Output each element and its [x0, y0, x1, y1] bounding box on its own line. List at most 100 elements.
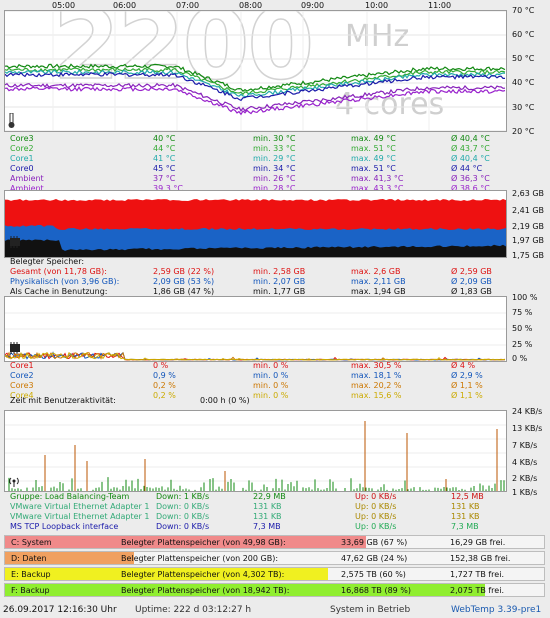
legend-min: min. 34 °C	[253, 164, 296, 173]
legend-name: Ambient	[10, 184, 44, 193]
legend-min: min. 2,58 GB	[253, 267, 306, 276]
legend-row: Core3 40 °C min. 30 °C max. 49 °C Ø 40,4 °C	[10, 134, 500, 144]
legend-max: max. 2,6 GB	[351, 267, 401, 276]
network-up-total: 7,3 MB	[451, 522, 479, 531]
disk-used: 16,868 TB (89 %)	[341, 586, 412, 595]
axis-tick-label: 1 KB/s	[512, 488, 538, 497]
legend-row: Core1 0 % min. 0 % max. 30,5 % Ø 4 %	[10, 361, 500, 371]
legend-max: max. 1,94 GB	[351, 287, 406, 296]
network-row: MS TCP Loopback interface Down: 0 KB/s 7,3…	[10, 522, 500, 532]
disk-name: D: Daten	[11, 554, 47, 563]
legend-name: Ambient	[10, 174, 44, 183]
network-adapter-name: VMware Virtual Ethernet Adapter 1	[10, 502, 150, 511]
temperature-series	[5, 82, 506, 113]
legend-avg: Ø 36,3 °C	[451, 174, 490, 183]
axis-tick-label: 100 %	[512, 293, 538, 302]
legend-min: min. 33 °C	[253, 144, 296, 153]
legend-avg: Ø 1,1 %	[451, 391, 483, 400]
memory-plot	[4, 190, 507, 258]
network-down: Down: 0 KB/s	[156, 512, 210, 521]
disk-usage-fill	[5, 536, 367, 548]
axis-tick-label: 60 °C	[512, 30, 535, 39]
network-down-total: 131 KB	[253, 512, 282, 521]
legend-cur: 2,09 GB (53 %)	[153, 277, 215, 286]
app-version-link[interactable]: WebTemp 3.39-pre1	[451, 605, 542, 615]
axis-tick-label: 50 %	[512, 324, 533, 333]
axis-tick-label: 25 %	[512, 340, 533, 349]
legend-avg: Ø 38,6 °C	[451, 184, 490, 193]
disk-label: Belegter Plattenspeicher (von 200 GB):	[121, 554, 279, 563]
disk-bar[interactable]: E: Backup Belegter Plattenspeicher (von 4…	[4, 567, 545, 581]
legend-name: Core3	[10, 381, 34, 390]
disk-used: 2,575 TB (60 %)	[341, 570, 406, 579]
legend-avg: Ø 43,7 °C	[451, 144, 490, 153]
legend-cur: 1,86 GB (47 %)	[153, 287, 215, 296]
time-label: 09:00	[301, 1, 325, 10]
time-label: 08:00	[239, 1, 263, 10]
mhz-watermark: MHz	[345, 19, 410, 54]
axis-tick-label: 70 °C	[512, 6, 535, 15]
legend-cur: 2,59 GB (22 %)	[153, 267, 215, 276]
thermometer-icon	[8, 112, 15, 128]
disk-bar[interactable]: D: Daten Belegter Plattenspeicher (von 20…	[4, 551, 545, 565]
disk-bar[interactable]: C: System Belegter Plattenspeicher (von 4…	[4, 535, 545, 549]
legend-min: min. 30 °C	[253, 134, 296, 143]
legend-avg: Ø 4 %	[451, 361, 476, 370]
legend-row: Gesamt (von 11,78 GB): 2,59 GB (22 %) min.…	[10, 267, 500, 277]
legend-avg: Ø 40,4 °C	[451, 154, 490, 163]
disk-bar[interactable]: F: Backup Belegter Plattenspeicher (von 1…	[4, 583, 545, 597]
time-label: 11:00	[428, 1, 452, 10]
legend-name: Core0	[10, 164, 34, 173]
disk-usage-fill	[5, 568, 329, 580]
legend-min: min. 0 %	[253, 361, 289, 370]
axis-tick-label: 4 KB/s	[512, 458, 538, 467]
memory-graph	[5, 191, 506, 257]
legend-row: Core0 45 °C min. 34 °C max. 51 °C Ø 44 °C	[10, 164, 500, 174]
network-down: Down: 1 KB/s	[156, 492, 210, 501]
network-up-total: 131 KB	[451, 512, 480, 521]
disk-usage-fill	[5, 552, 135, 564]
legend-min: min. 28 °C	[253, 184, 296, 193]
legend-row: Core3 0,2 % min. 0 % max. 20,2 % Ø 1,1 %	[10, 381, 500, 391]
legend-min: min. 2,07 GB	[253, 277, 306, 286]
time-label: 10:00	[365, 1, 389, 10]
network-down: Down: 0 KB/s	[156, 502, 210, 511]
legend-name: Als Cache in Benutzung:	[10, 287, 108, 296]
cpu-mhz-watermark: 2200	[52, 10, 315, 102]
legend-cur: 37 °C	[153, 174, 176, 183]
legend-avg: Ø 2,9 %	[451, 371, 483, 380]
cpu-series	[5, 351, 506, 361]
legend-cur: 0,2 %	[153, 381, 176, 390]
user-activity-value: 0:00 h (0 %)	[200, 396, 250, 405]
legend-min: min. 29 °C	[253, 154, 296, 163]
legend-cur: 39,3 °C	[153, 184, 183, 193]
network-down-total: 131 KB	[253, 502, 282, 511]
network-up: Up: 0 KB/s	[355, 522, 397, 531]
legend-avg: Ø 2,59 GB	[451, 267, 492, 276]
disk-free: 2,075 TB frei.	[450, 586, 504, 595]
legend-row: Ambient 37 °C min. 26 °C max. 41,3 °C Ø 36,3…	[10, 174, 500, 184]
memory-chip-icon	[8, 236, 22, 250]
legend-cur: 0,9 %	[153, 371, 176, 380]
disk-label: Belegter Plattenspeicher (von 18,942 TB)…	[121, 586, 290, 595]
legend-row: Core4 0,2 % min. 0 % max. 15,6 % Ø 1,1 %	[10, 391, 500, 401]
legend-max: max. 51 °C	[351, 144, 396, 153]
legend-name: Core1	[10, 154, 34, 163]
network-up: Up: 0 KB/s	[355, 492, 397, 501]
axis-tick-label: 2 KB/s	[512, 474, 538, 483]
axis-tick-label: 1,75 GB	[512, 251, 545, 260]
disk-name: F: Backup	[11, 586, 50, 595]
temperature-plot: 2200 MHz 4 cores	[4, 10, 507, 132]
temperature-graph	[5, 11, 506, 131]
disk-free: 1,727 TB frei.	[450, 570, 504, 579]
disk-usage-fill	[5, 584, 485, 596]
cpu-load-graph	[5, 312, 506, 361]
time-label: 05:00	[52, 1, 76, 10]
disk-name: E: Backup	[11, 570, 51, 579]
network-plot	[4, 410, 507, 492]
legend-avg: Ø 40,4 °C	[451, 134, 490, 143]
axis-tick-label: 30 °C	[512, 103, 535, 112]
memory-cache-area	[5, 239, 506, 257]
status-bar: 26.09.2017 12:16:30 Uhr Uptime: 222 d 03…	[0, 602, 550, 618]
axis-tick-label: 13 KB/s	[512, 424, 543, 433]
